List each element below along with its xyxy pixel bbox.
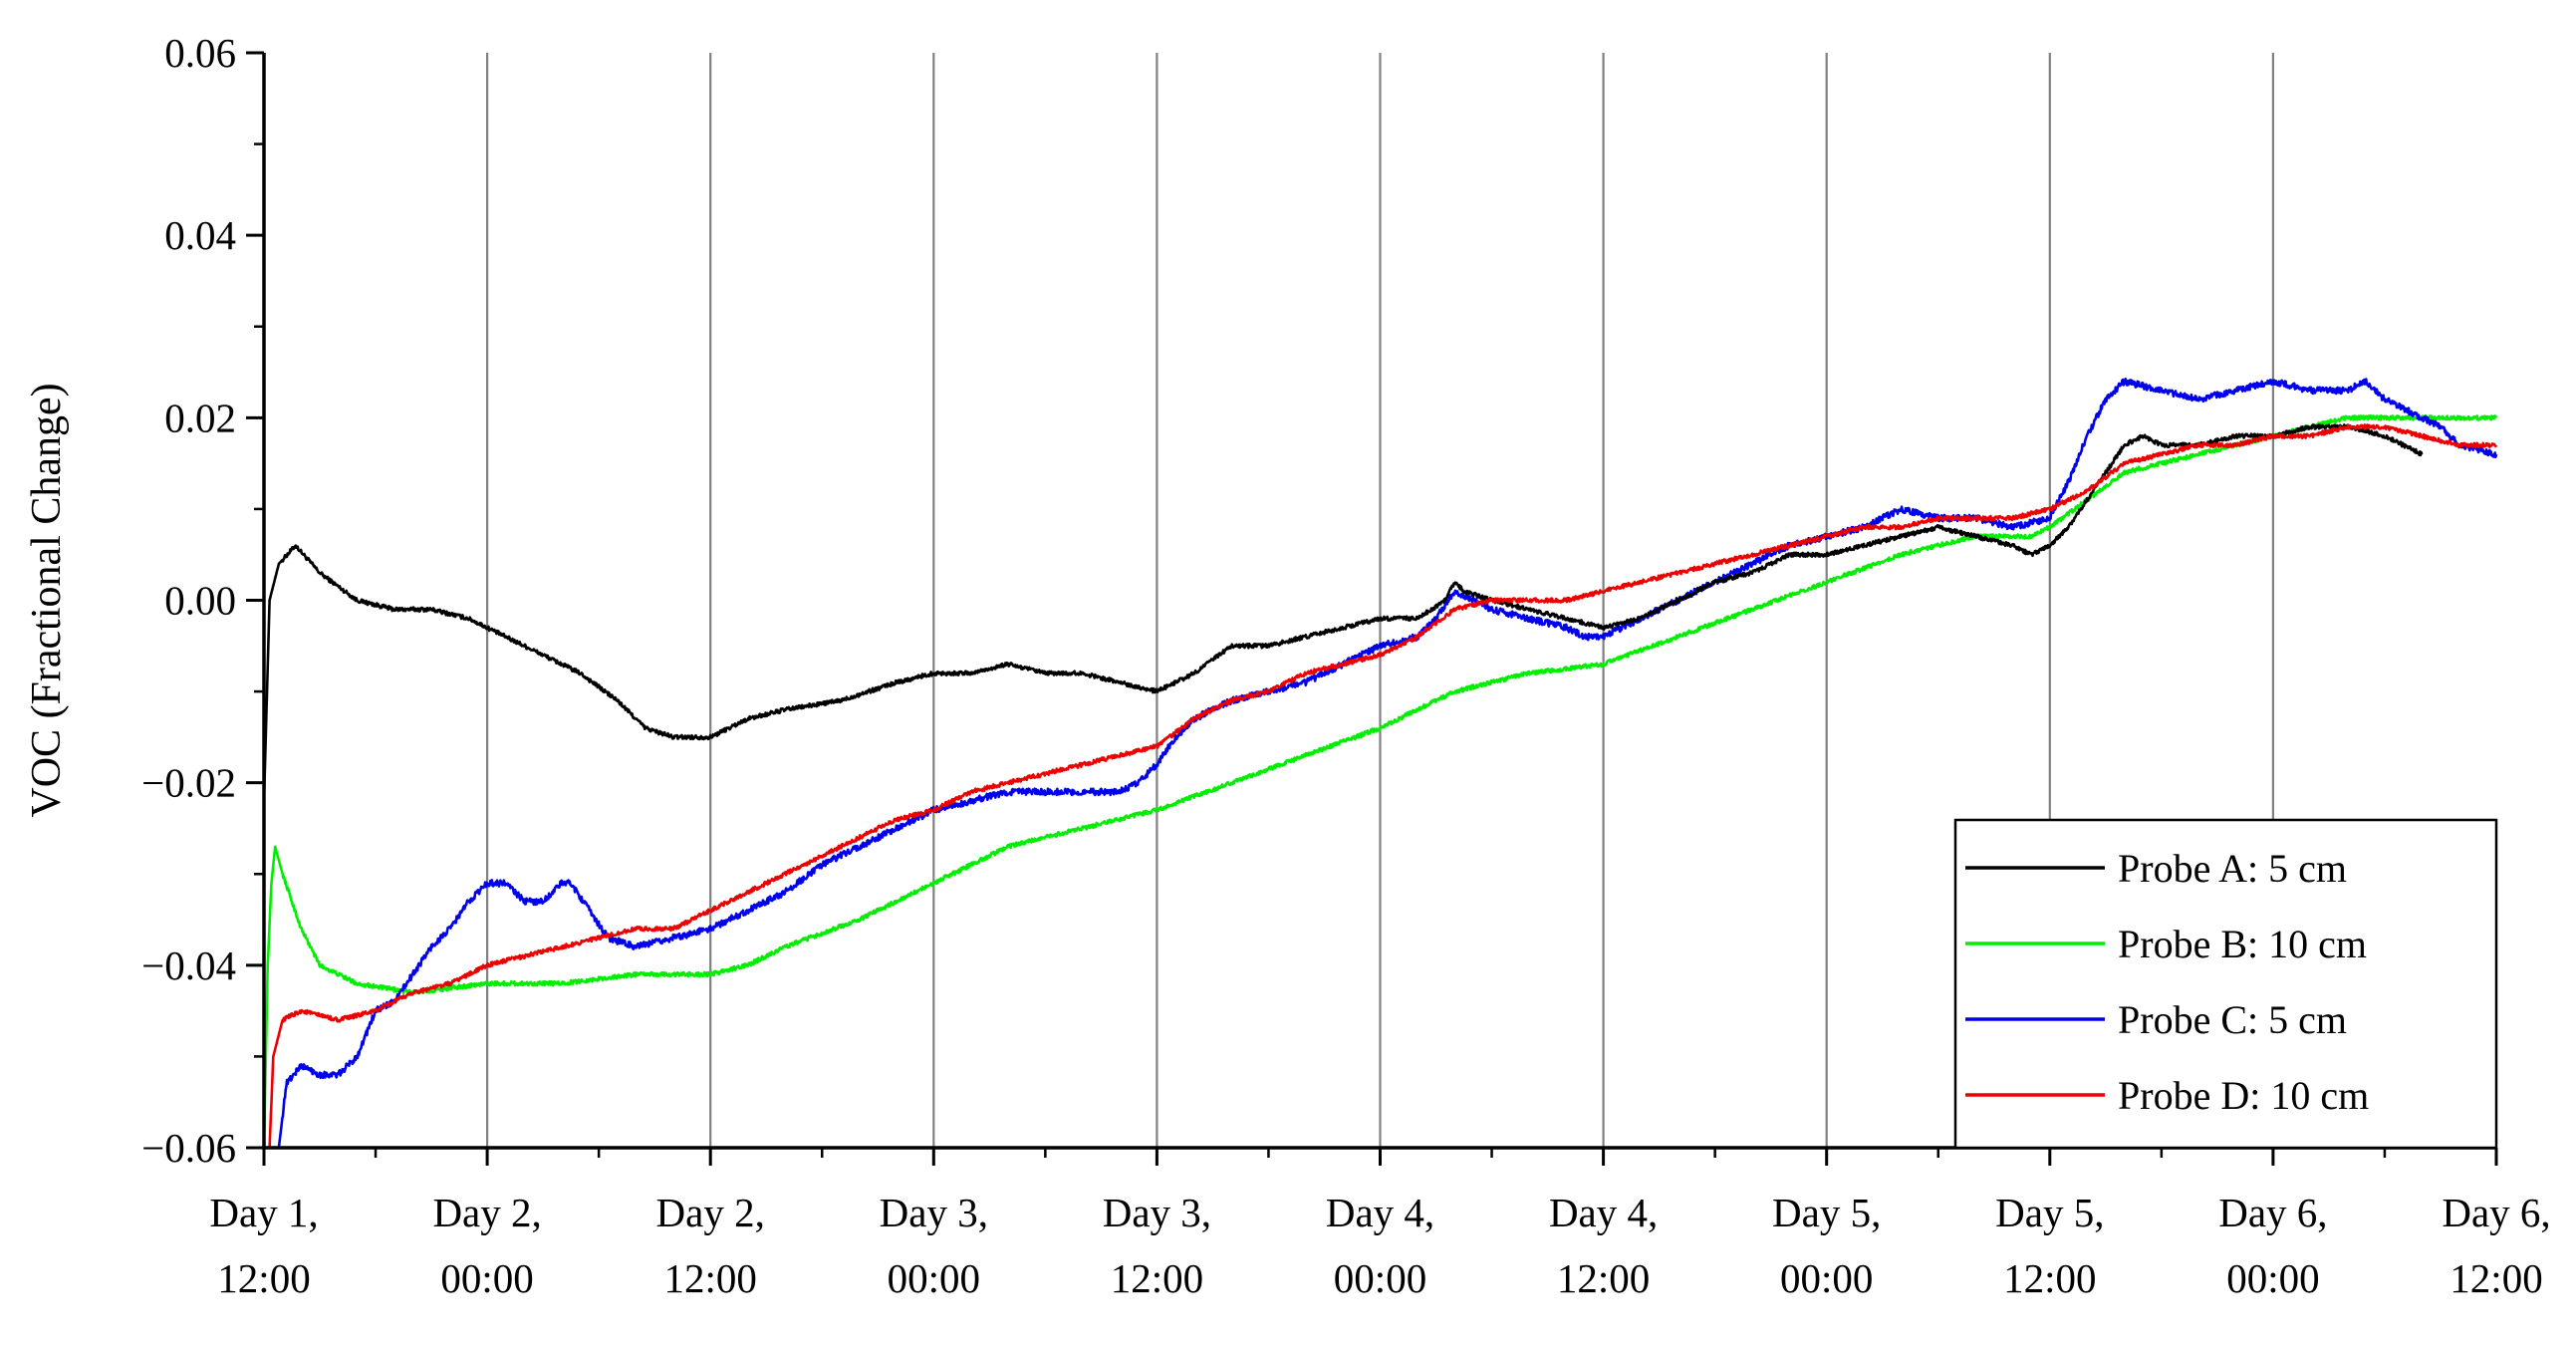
x-tick-label-line1-5: Day 4, (1326, 1190, 1434, 1235)
x-tick-label-line1-8: Day 5, (1995, 1190, 2104, 1235)
x-tick-label-line2-5: 00:00 (1334, 1255, 1426, 1301)
vertical-grid (486, 53, 2274, 1148)
x-tick-label-line1-4: Day 3, (1103, 1190, 1211, 1235)
y-tick-label-3: 0.00 (164, 578, 236, 624)
series-line-probe-a-5-cm (262, 423, 2424, 802)
x-tick-label-line2-7: 00:00 (1780, 1255, 1873, 1301)
x-tick-label-line1-2: Day 2, (656, 1190, 765, 1235)
series-line-probe-d-10-cm (268, 423, 2498, 1149)
legend-label-1: Probe B: 10 cm (2118, 922, 2367, 966)
x-tick-label-line2-9: 00:00 (2226, 1255, 2319, 1301)
x-tick-label-line1-0: Day 1, (209, 1190, 318, 1235)
y-tick-label-0: −0.06 (141, 1125, 236, 1171)
y-axis-ticks: −0.06 −0.04 −0.02 0.00 0.02 0.04 0.06 (141, 30, 264, 1171)
x-tick-label-line2-2: 12:00 (663, 1255, 756, 1301)
x-tick-label-line1-6: Day 4, (1549, 1190, 1658, 1235)
x-tick-label-line1-9: Day 6, (2218, 1190, 2327, 1235)
x-tick-label-line1-10: Day 6, (2442, 1190, 2550, 1235)
legend-label-0: Probe A: 5 cm (2118, 846, 2347, 891)
legend-label-2: Probe C: 5 cm (2118, 997, 2347, 1042)
x-tick-label-line1-7: Day 5, (1772, 1190, 1881, 1235)
y-tick-label-4: 0.02 (164, 395, 236, 440)
y-tick-label-1: −0.04 (141, 942, 236, 988)
legend: Probe A: 5 cm Probe B: 10 cm Probe C: 5 cm… (1953, 818, 2498, 1150)
x-tick-label-line2-1: 00:00 (440, 1255, 533, 1301)
x-tick-label-line2-8: 12:00 (2003, 1255, 2096, 1301)
series-line-probe-b-10-cm (262, 414, 2498, 1149)
x-tick-label-line2-10: 12:00 (2449, 1255, 2542, 1301)
x-tick-label-line1-3: Day 3, (880, 1190, 988, 1235)
x-tick-label-line2-4: 12:00 (1111, 1255, 1203, 1301)
legend-box (1953, 818, 2498, 1150)
legend-label-3: Probe D: 10 cm (2118, 1073, 2369, 1118)
y-axis-label: VOC (Fractional Change) (24, 383, 70, 817)
y-tick-label-5: 0.04 (164, 212, 236, 258)
y-tick-label-2: −0.02 (141, 760, 236, 806)
x-tick-label-line2-0: 12:00 (217, 1255, 310, 1301)
y-tick-label-6: 0.06 (164, 30, 236, 76)
series-line-probe-c-5-cm (277, 378, 2498, 1149)
x-tick-label-line2-3: 00:00 (888, 1255, 980, 1301)
x-tick-label-line2-6: 12:00 (1557, 1255, 1650, 1301)
x-tick-label-line1-1: Day 2, (432, 1190, 541, 1235)
series-lines (262, 378, 2498, 1149)
x-axis-ticks: Day 1, 12:00 Day 2, 00:00 Day 2, 12:00 Day 3, 0… (209, 1148, 2551, 1301)
